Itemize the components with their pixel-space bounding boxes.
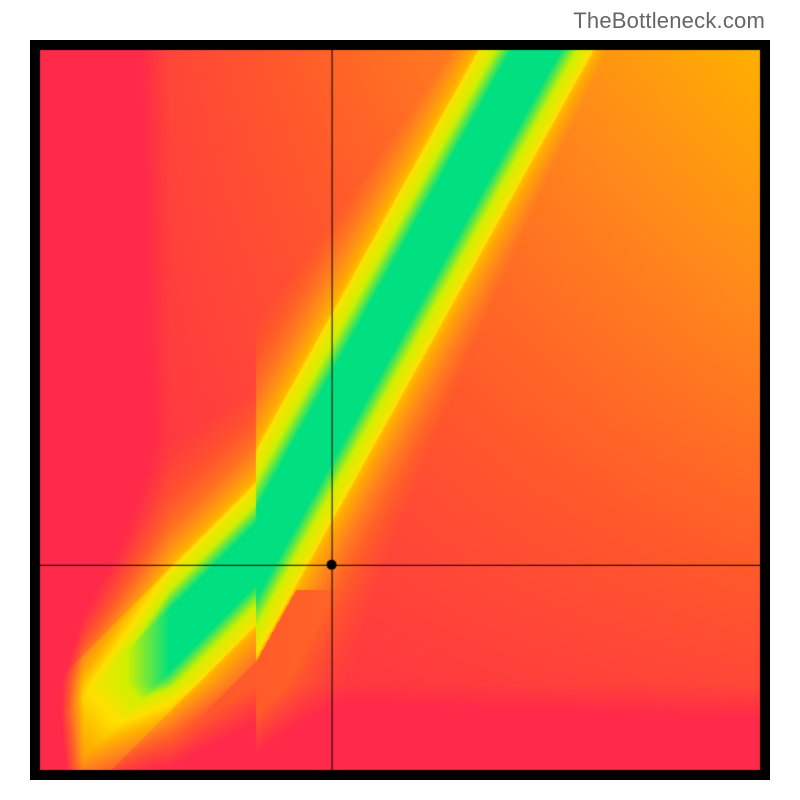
chart-container: TheBottleneck.com — [0, 0, 800, 800]
attribution-text: TheBottleneck.com — [573, 8, 765, 34]
heatmap-canvas — [30, 40, 770, 780]
plot-area — [30, 40, 770, 780]
